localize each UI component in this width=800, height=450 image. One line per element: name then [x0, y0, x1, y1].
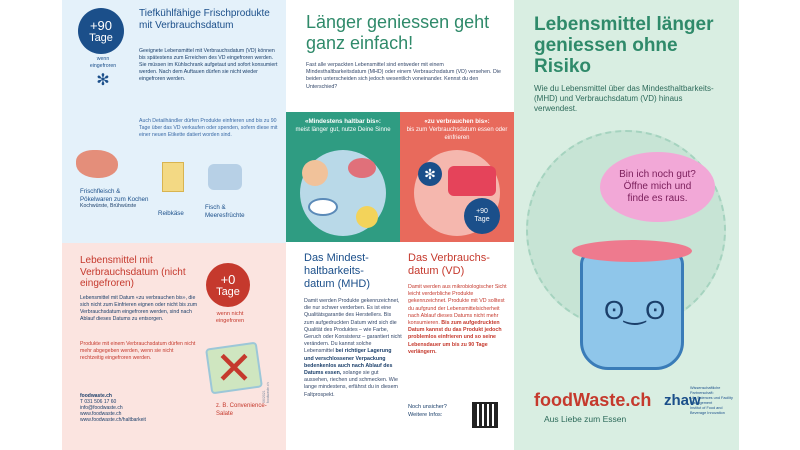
- qr-code[interactable]: [472, 402, 498, 428]
- fish-label: Fisch & Meeresfrüchte: [205, 204, 245, 219]
- panel-explanation: Länger geniessen geht ganz einfach! Fast…: [286, 0, 514, 450]
- cheese-image: [162, 162, 184, 192]
- mhd-text: Damit werden Produkte gekennzeichnet, di…: [304, 298, 402, 399]
- mhd-heading: Das Mindest-haltbarkeits-datum (MHD): [304, 252, 371, 290]
- bubble-text: Bin ich noch gut? Öffne mich und finde e…: [619, 169, 696, 204]
- badge-amount: +90: [89, 17, 113, 33]
- contact-web-detail[interactable]: www.foodwaste.ch/haltbarkeit: [80, 417, 146, 423]
- zhaw-logo: zhaw: [664, 392, 701, 409]
- not-frozen-note: Produkte mit einem Verbrauchsdatum dürfe…: [80, 341, 196, 361]
- card-vd-title: «zu verbrauchen bis»:: [424, 118, 490, 125]
- card-mhd: «Mindestens haltbar bis»: meist länger g…: [286, 112, 400, 242]
- plus-90-badge: +90 Tage: [78, 8, 124, 54]
- plus-0-badge: +0 Tage: [206, 263, 250, 307]
- meat-label-sub: Kochwürste, Brühwürste: [80, 203, 137, 210]
- contact-phone: T 031 506 17 60: [80, 399, 117, 405]
- not-frozen-title: Lebensmittel mit Verbrauchsdatum (nicht …: [80, 255, 186, 289]
- frozen-title: Tiefkühlfähige Frischprodukte mit Verbra…: [139, 8, 270, 31]
- fish-image: [208, 164, 242, 190]
- card-mhd-sub: meist länger gut, nutze Deine Sinne: [295, 127, 391, 133]
- speech-bubble: Bin ich noch gut? Öffne mich und finde e…: [600, 152, 715, 222]
- flyer-sheet: +90 Tage wenn eingefroren ✻ Tiefkühlfähi…: [62, 0, 739, 450]
- mhd-end: solange sie gut aussehen, riechen und sc…: [304, 370, 398, 398]
- vd-heading: Das Verbrauchs-datum (VD): [408, 252, 490, 277]
- card-vd-sub: bis zum Verbrauchsdatum essen oder einfr…: [406, 127, 508, 141]
- mhd-bold: bei richtiger Lagerung und verschlossene…: [304, 348, 393, 377]
- mouth-icon: [348, 158, 376, 178]
- card-mhd-head: «Mindestens haltbar bis»: meist länger g…: [286, 112, 400, 134]
- contact-email[interactable]: info@foodwaste.ch: [80, 405, 123, 411]
- cover-subtitle: Wie du Lebensmittel über das Mindesthalt…: [534, 84, 714, 113]
- badge-zero-amount: +0: [220, 271, 236, 287]
- cover-title: Lebensmittel länger geniessen ohne Risik…: [534, 14, 714, 77]
- zhaw-text: Wissenschaftliche Partnerschaft: Life Sc…: [690, 386, 733, 415]
- snowflake-icon: ✻: [418, 162, 442, 186]
- badge-zero-unit: Tage: [216, 285, 240, 298]
- meat-label: Frischfleisch & Pökelwaren zum Kochen Ko…: [80, 188, 150, 210]
- meat-image: [76, 150, 118, 178]
- vd-body: Damit werden aus mikrobiologischer Sicht…: [408, 284, 507, 327]
- card-vd-badge-text: +90 Tage: [474, 208, 490, 223]
- meat-pack-image: [448, 166, 496, 196]
- nose-icon: [302, 160, 328, 186]
- contact-name: foodwaste.ch: [80, 393, 112, 399]
- cross-out-mark: ✕: [214, 342, 254, 394]
- vd-bold: Bis zum aufgedruckten Datum kannst du da…: [408, 320, 502, 355]
- yogurt-cup: [580, 250, 684, 370]
- snowflake-icon: ✻: [96, 72, 110, 89]
- card-mhd-title: «Mindestens haltbar bis»:: [305, 118, 381, 125]
- brand-logo: foodWaste.ch: [534, 390, 652, 410]
- meat-label-title: Frischfleisch & Pökelwaren zum Kochen: [80, 188, 149, 203]
- more-info-text: Noch unsicher? Weitere Infos:: [408, 404, 447, 418]
- eye-icon: [308, 198, 338, 216]
- panel-frozen-products: +90 Tage wenn eingefroren ✻ Tiefkühlfähi…: [62, 0, 286, 243]
- card-vd-head: «zu verbrauchen bis»: bis zum Verbrauchs…: [400, 112, 514, 142]
- vd-text: Damit werden aus mikrobiologischer Sicht…: [408, 284, 508, 356]
- card-vd: «zu verbrauchen bis»: bis zum Verbrauchs…: [400, 112, 514, 242]
- contact-block: foodwaste.ch T 031 506 17 60 info@foodwa…: [80, 393, 160, 423]
- smiley-icon: [356, 206, 378, 228]
- card-vd-badge: +90 Tage: [464, 198, 500, 234]
- frozen-note: Auch Detailhändler dürfen Produkte einfr…: [139, 118, 278, 138]
- frozen-body: Geeignete Lebensmittel mit Verbrauchsdat…: [139, 48, 278, 82]
- not-frozen-body: Lebensmittel mit Datum «zu verbrauchen b…: [80, 295, 198, 322]
- cheese-label: Reibkäse: [158, 210, 184, 217]
- badge-note: wenn eingefroren: [89, 56, 117, 69]
- salad-label: z. B. Convenience-Salate: [216, 403, 267, 417]
- main-headline: Länger geniessen geht ganz einfach!: [306, 12, 490, 53]
- brand-tagline: Aus Liebe zum Essen: [544, 414, 627, 424]
- yogurt-lid: [572, 240, 692, 262]
- badge-unit: Tage: [89, 31, 113, 44]
- panel-not-frozen: Lebensmittel mit Verbrauchsdatum (nicht …: [62, 243, 286, 450]
- panel-cover: Lebensmittel länger geniessen ohne Risik…: [514, 0, 739, 450]
- print-code: 06/2021 foodwaste.ch: [262, 382, 270, 403]
- face-icon: ʘ‿ʘ: [604, 295, 666, 325]
- intro-text: Fast alle verpackten Lebensmittel sind e…: [306, 62, 501, 90]
- badge-zero-note: wenn nicht eingefroren: [215, 311, 245, 324]
- mhd-body: Damit werden Produkte gekennzeichnet, di…: [304, 298, 402, 355]
- contact-web[interactable]: www.foodwaste.ch: [80, 411, 122, 417]
